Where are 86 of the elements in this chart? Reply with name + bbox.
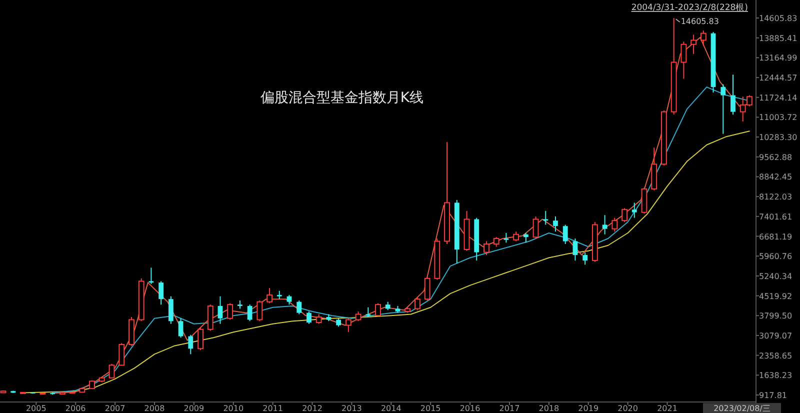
y-tick-label: 3079.07 <box>759 331 792 340</box>
candlestick <box>622 208 628 222</box>
candlestick <box>316 314 322 324</box>
candlestick <box>493 236 500 248</box>
candlestick <box>414 297 420 311</box>
candlestick <box>218 296 223 324</box>
y-tick-label: 5240.34 <box>759 272 792 281</box>
candlestick <box>188 334 194 355</box>
candlestick <box>118 342 125 366</box>
candlestick <box>562 224 568 245</box>
y-tick-label: 9562.88 <box>759 152 792 162</box>
annotation: 2004/3/31-2023/2/8(228根) <box>631 2 748 13</box>
candlestick <box>720 84 726 134</box>
candlestick <box>632 202 637 218</box>
candlestick <box>345 318 352 333</box>
candlestick <box>306 310 312 324</box>
candlestick <box>198 328 204 351</box>
y-tick-label: 8842.45 <box>759 172 792 182</box>
y-tick-label: 2358.65 <box>759 351 792 360</box>
text: 2023/02/08/三 <box>714 404 770 413</box>
y-tick-label: 13885.41 <box>759 34 798 43</box>
y-tick-label: 14605.83 <box>759 14 798 24</box>
x-tick-label: 2021 <box>657 404 678 413</box>
x-tick-label: 2005 <box>26 404 46 413</box>
candlestick <box>158 280 164 306</box>
x-tick-label: 2019 <box>578 404 599 413</box>
candlestick <box>582 252 588 266</box>
candlestick <box>523 232 528 244</box>
y-tick-label: 8122.03 <box>759 192 792 202</box>
x-tick-label: 2015 <box>420 404 441 413</box>
candlestick <box>504 232 509 244</box>
candlestick <box>256 300 263 322</box>
y-tick-label: 6681.19 <box>759 232 792 242</box>
candlestick <box>572 238 578 262</box>
candlestick <box>641 187 648 214</box>
candlestick <box>375 302 381 317</box>
annotation: 14605.83 <box>680 17 719 26</box>
x-tick-label: 2007 <box>104 404 126 413</box>
x-tick-label: 2009 <box>184 404 204 413</box>
candlestick <box>690 34 696 54</box>
x-tick-label: 2006 <box>65 404 86 413</box>
candlestick <box>553 216 558 232</box>
candlestick <box>366 306 371 318</box>
candlestick <box>227 302 234 320</box>
x-tick-label: 2008 <box>144 404 165 413</box>
candlestick <box>247 304 252 322</box>
candlestick <box>484 240 490 256</box>
candlestick <box>108 363 115 379</box>
candlestick <box>296 300 302 315</box>
y-tick-label: 11003.72 <box>759 113 798 122</box>
y-tick-label: 4519.92 <box>759 292 792 301</box>
candlestick <box>680 41 687 80</box>
candlestick <box>513 231 520 242</box>
y-tick-label: 10283.30 <box>759 133 798 142</box>
x-tick-label: 2017 <box>499 404 520 413</box>
candlestick <box>612 217 618 232</box>
candlestick <box>168 296 174 324</box>
x-tick-label: 2014 <box>380 404 402 413</box>
y-tick-label: 1638.23 <box>759 371 792 380</box>
y-tick-label: 917.81 <box>759 390 787 400</box>
y-tick-label: 11724.14 <box>759 93 798 102</box>
candlestick <box>148 267 154 284</box>
candlestick <box>355 310 362 322</box>
x-tick-label: 2012 <box>302 404 322 413</box>
x-tick-label: 2016 <box>460 404 480 413</box>
candlestick <box>532 216 539 239</box>
x-tick-label: 2013 <box>342 404 362 413</box>
candlestick <box>602 214 608 235</box>
x-tick-label: 2010 <box>223 404 244 413</box>
text: 偏股混合型基金指数月K线 <box>260 90 424 106</box>
candlestick <box>286 294 292 306</box>
x-tick-label: 2011 <box>262 404 283 413</box>
candlestick <box>543 210 548 226</box>
y-tick-label: 3799.50 <box>759 312 792 321</box>
x-tick-label: 2020 <box>618 404 638 413</box>
y-tick-label: 13164.99 <box>759 54 798 63</box>
x-tick-label: 2018 <box>538 404 560 413</box>
candlestick <box>207 304 214 332</box>
y-tick-label: 12444.57 <box>759 74 798 83</box>
candlestick <box>700 30 706 46</box>
y-tick-label: 7401.61 <box>759 212 792 222</box>
y-tick-label: 5960.76 <box>759 252 792 262</box>
candlestick <box>424 276 430 301</box>
candlestick <box>178 318 184 338</box>
candlestick <box>266 288 272 304</box>
candlestick <box>730 74 736 116</box>
